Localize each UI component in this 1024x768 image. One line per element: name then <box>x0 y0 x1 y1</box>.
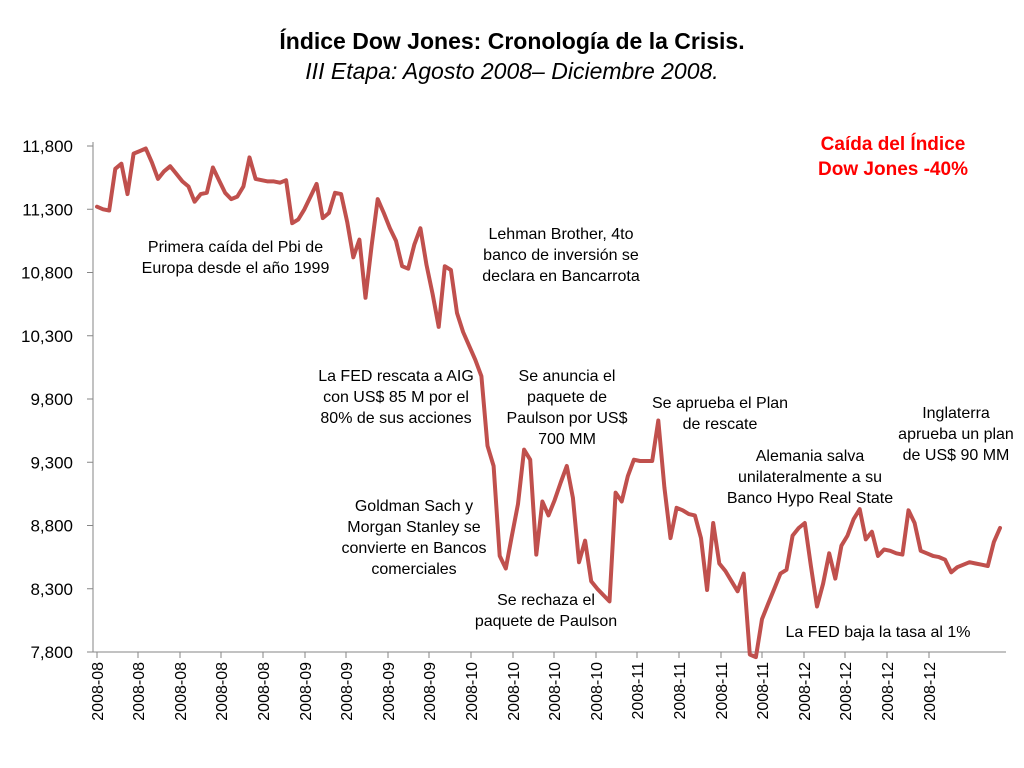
series-layer <box>95 146 1002 660</box>
annotation-aig: La FED rescata a AIG con US$ 85 M por el… <box>306 366 486 429</box>
annotation-goldman: Goldman Sach y Morgan Stanley se convier… <box>326 496 502 580</box>
annotation-line: declara en Bancarrota <box>482 268 640 285</box>
x-tick-label: 2008-08 <box>256 662 273 721</box>
annotation-line: Inglaterra <box>922 405 990 422</box>
x-tick-label: 2008-10 <box>589 662 606 721</box>
annotation-line: comerciales <box>371 561 457 578</box>
annotation-line: 700 MM <box>538 431 596 448</box>
x-tick-label: 2008-08 <box>131 662 148 721</box>
annotation-line: 80% de sus acciones <box>320 410 472 427</box>
annotation-alemania: Alemania salva unilateralmente a su Banc… <box>712 446 908 509</box>
annotation-line: Alemania salva <box>755 448 865 465</box>
annotation-line: Se aprueba el Plan <box>651 395 789 412</box>
annotation-plan: Se aprueba el Plan de rescate <box>640 393 800 435</box>
x-tick-label: 2008-08 <box>214 662 231 721</box>
x-tick-label: 2008-10 <box>464 662 481 721</box>
drop-callout-line2: Dow Jones -40% <box>818 159 968 180</box>
x-axis-ticks: 2008-08 2008-08 2008-08 2008-08 2008-08 2008-… <box>90 652 939 721</box>
y-tick-label: 8,800 <box>30 517 73 536</box>
chart-subtitle: III Etapa: Agosto 2008– Diciembre 2008. <box>305 58 719 84</box>
y-tick-label: 10,800 <box>21 264 73 283</box>
annotation-line: paquete de Paulson <box>474 613 618 630</box>
annotation-line: de US$ 90 MM <box>902 447 1010 464</box>
annotation-line: unilateralmente a su <box>737 469 883 486</box>
y-tick-label: 11,300 <box>22 200 73 219</box>
drop-callout: Caída del Índice Dow Jones -40% <box>808 132 978 182</box>
chart-axes <box>92 142 1006 653</box>
x-tick-label: 2008-12 <box>922 662 939 721</box>
annotation-line: Primera caída del Pbi de <box>147 239 324 256</box>
annotation-line: Morgan Stanley se <box>347 519 481 536</box>
annotation-line: Banco Hypo Real State <box>726 490 894 507</box>
x-tick-label: 2008-11 <box>714 662 731 720</box>
y-tick-label: 9,800 <box>30 390 73 409</box>
x-tick-label: 2008-11 <box>755 662 772 720</box>
x-tick-label: 2008-09 <box>381 662 398 721</box>
x-tick-label: 2008-10 <box>547 662 564 721</box>
x-tick-label: 2008-11 <box>630 662 647 720</box>
annotation-line: aprueba un plan <box>898 426 1014 443</box>
annotation-line: La FED baja la tasa al 1% <box>785 624 971 641</box>
y-tick-label: 7,800 <box>30 643 73 662</box>
x-tick-label: 2008-12 <box>797 662 814 721</box>
annotation-rechaza: Se rechaza el paquete de Paulson <box>458 590 634 632</box>
x-tick-label: 2008-08 <box>173 662 190 721</box>
x-tick-label: 2008-09 <box>339 662 356 721</box>
y-tick-label: 9,300 <box>30 453 73 472</box>
annotation-line: Europa desde el año 1999 <box>141 260 330 277</box>
annotation-line: paquete de <box>526 389 608 406</box>
x-tick-label: 2008-11 <box>672 662 689 720</box>
annotation-line: banco de inversión se <box>483 247 639 264</box>
y-tick-label: 8,300 <box>30 580 73 599</box>
annotation-line: de rescate <box>682 416 758 433</box>
x-tick-label: 2008-12 <box>838 662 855 721</box>
annotation-line: La FED rescata a AIG <box>318 368 474 385</box>
annotation-lehman: Lehman Brother, 4to banco de inversión s… <box>466 224 656 287</box>
annotation-fed-rate: La FED baja la tasa al 1% <box>770 622 986 643</box>
y-tick-label: 11,800 <box>22 137 73 156</box>
annotation-line: con US$ 85 M por el <box>323 389 469 406</box>
x-tick-label: 2008-09 <box>298 662 315 721</box>
annotation-paulson: Se anuncia el paquete de Paulson por US$… <box>497 366 637 450</box>
x-tick-label: 2008-09 <box>422 662 439 721</box>
annotation-line: convierte en Bancos <box>341 540 487 557</box>
x-tick-label: 2008-08 <box>90 662 107 721</box>
x-tick-label: 2008-10 <box>506 662 523 721</box>
series-line-dow-jones <box>95 146 1002 660</box>
annotation-line: Lehman Brother, 4to <box>488 226 634 243</box>
y-tick-label: 10,300 <box>21 327 73 346</box>
annotation-inglaterra: Inglaterra aprueba un plan de US$ 90 MM <box>882 403 1024 466</box>
chart-title: Índice Dow Jones: Cronología de la Crisi… <box>279 28 745 54</box>
drop-callout-line1: Caída del Índice <box>820 134 966 155</box>
annotation-pbi: Primera caída del Pbi de Europa desde el… <box>128 237 343 279</box>
annotation-line: Se rechaza el <box>497 592 595 609</box>
y-axis-ticks: 7,800 8,300 8,800 9,300 9,800 10,300 10,800 11,… <box>21 137 93 662</box>
annotation-line: Goldman Sach y <box>354 498 474 515</box>
annotation-line: Paulson por US$ <box>506 410 628 427</box>
x-tick-label: 2008-12 <box>880 662 897 721</box>
annotation-line: Se anuncia el <box>518 368 616 385</box>
